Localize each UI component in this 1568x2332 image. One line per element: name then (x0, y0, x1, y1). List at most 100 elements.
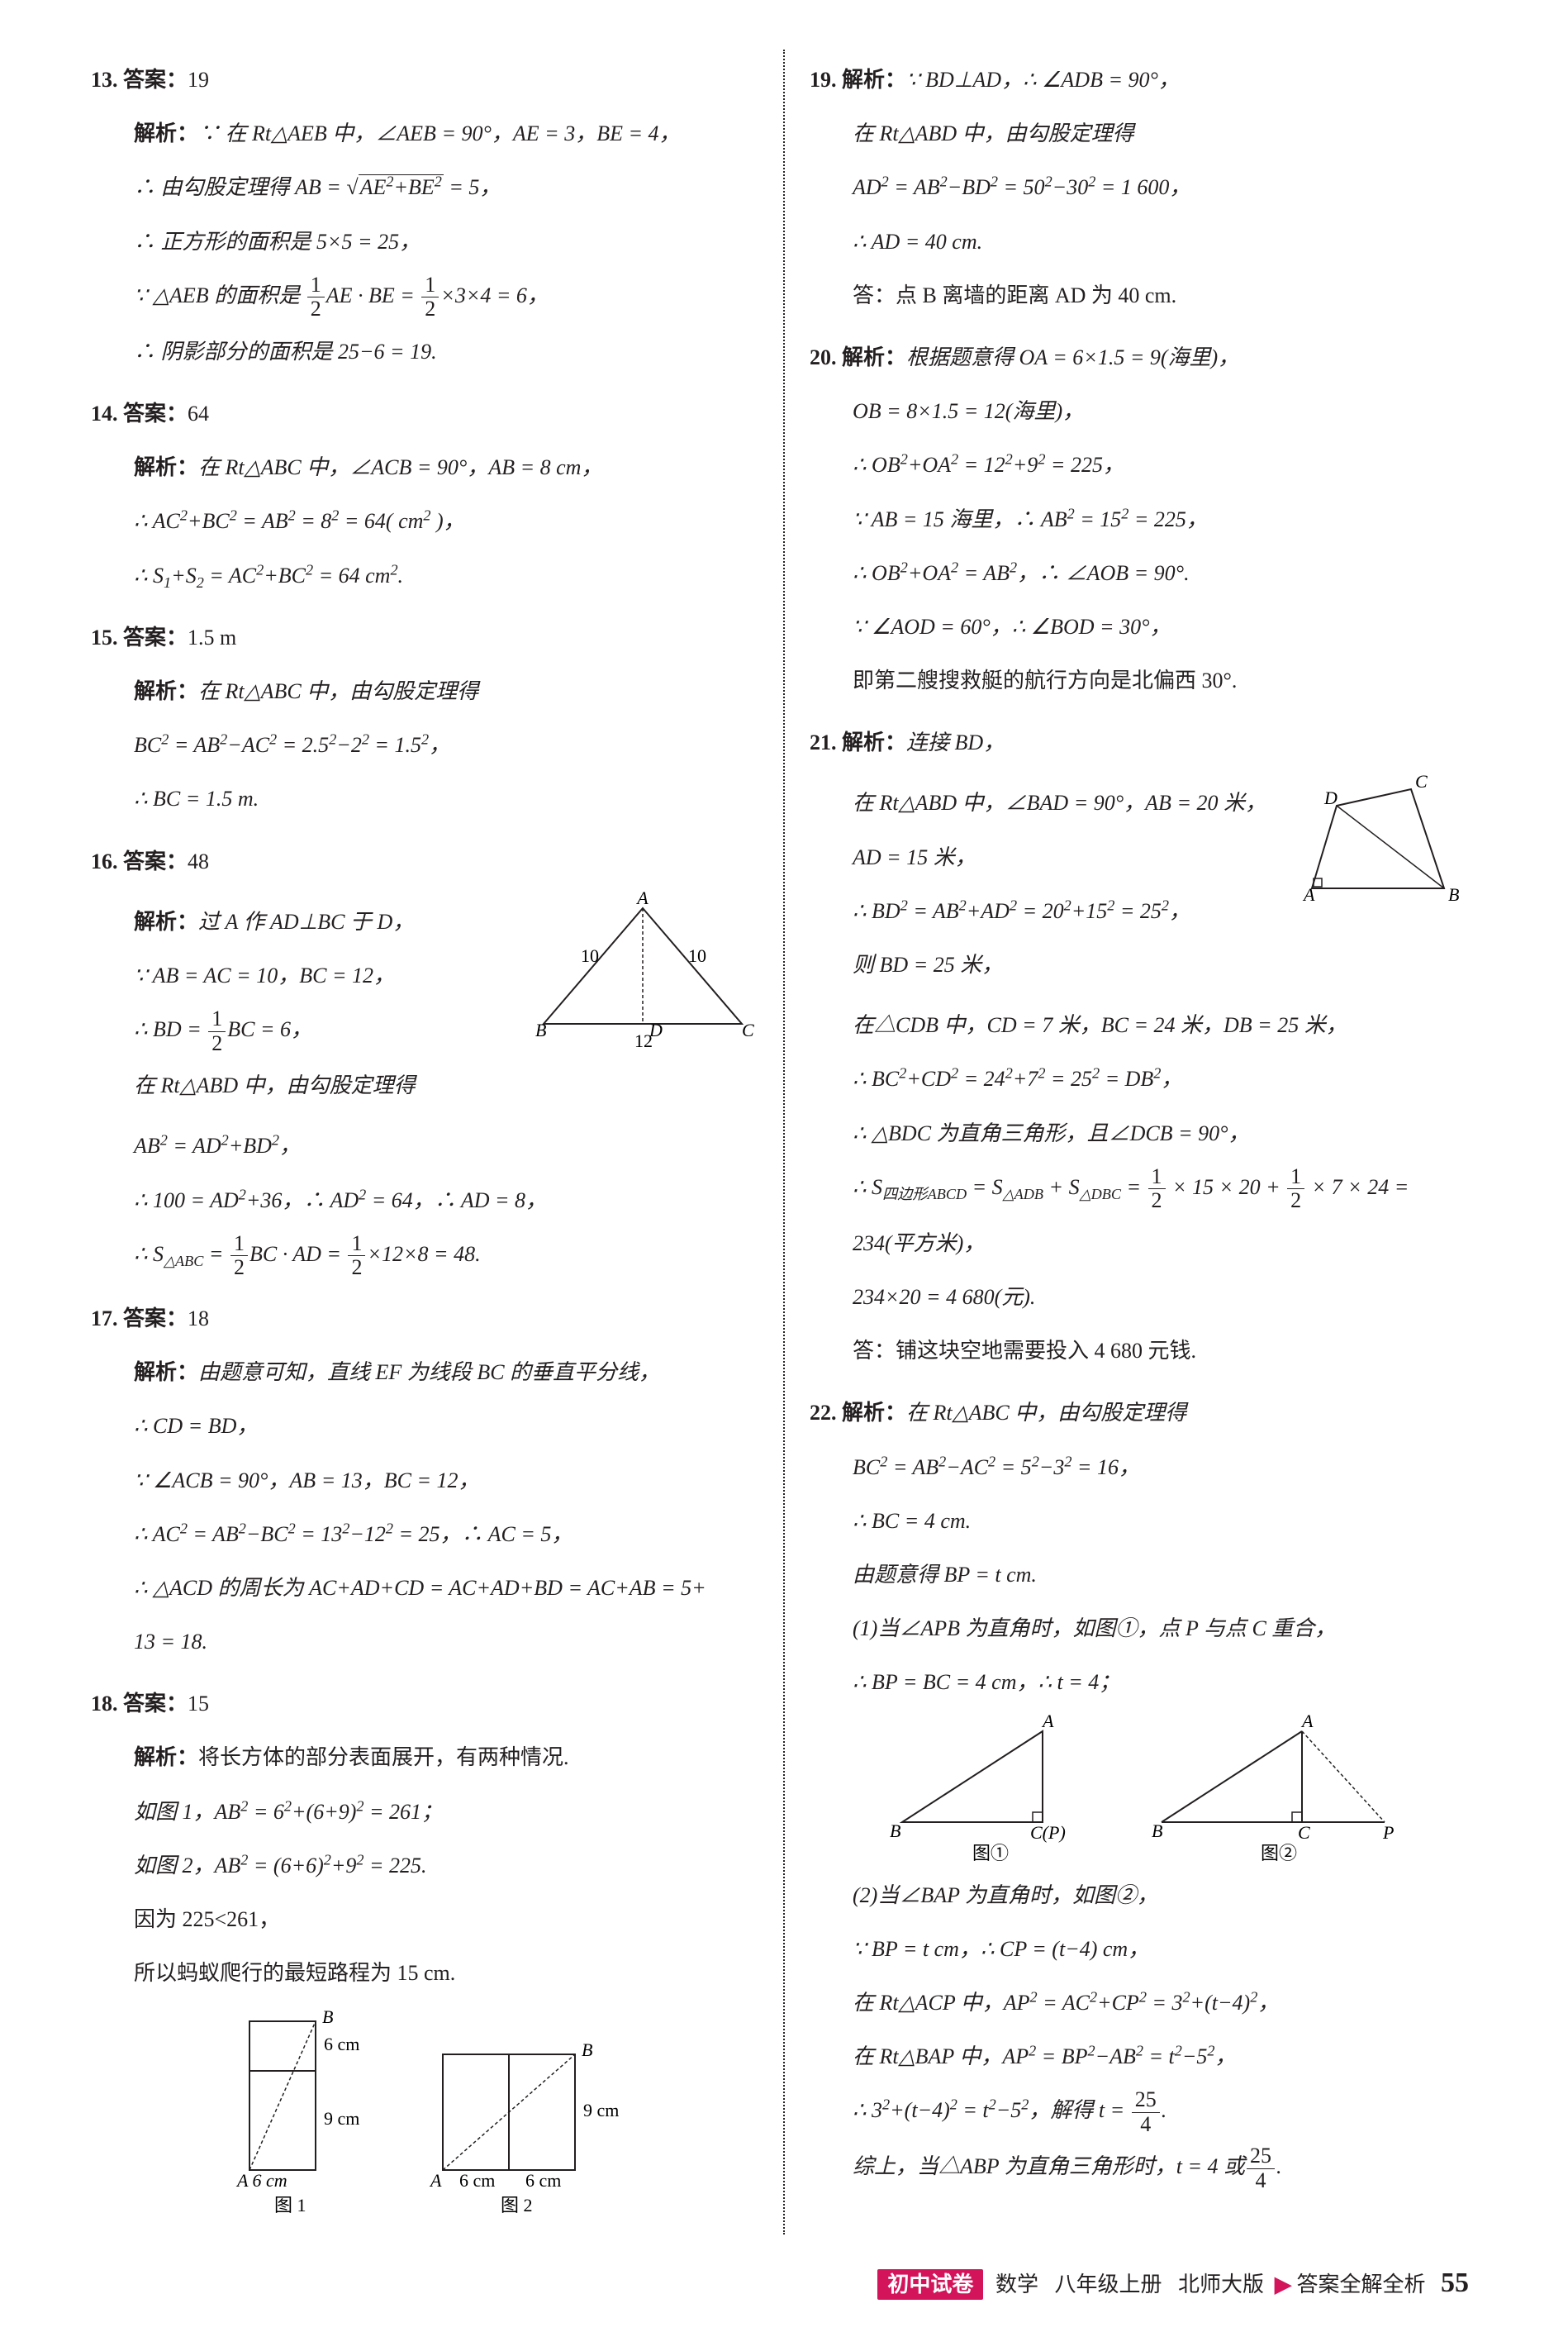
q17-l2: ∴ CD = BD， (134, 1414, 258, 1438)
q13-ans-label: 答案： (123, 68, 188, 92)
q15-l1: 在 Rt△ABC 中，由勾股定理得 (198, 679, 478, 703)
svg-text:6 cm: 6 cm (324, 2034, 359, 2054)
q15-l2: BC2 = AB2−AC2 = 2.52−22 = 1.52， (134, 733, 450, 757)
svg-text:A: A (1300, 1715, 1314, 1731)
q13-exp-label: 解析： (134, 121, 198, 145)
svg-text:图②: 图② (1261, 1843, 1297, 1863)
q13-num: 13. (91, 68, 118, 92)
q22-l12: 综上，当△ABP 为直角三角形时，t = 4 或254. (853, 2154, 1282, 2178)
q15-num: 15. (91, 626, 118, 650)
q22-l11: ∴ 32+(t−4)2 = t2−52，解得 t = 254. (853, 2098, 1166, 2122)
q18-fig1: B 6 cm 9 cm A 6 cm 图 1 (216, 2005, 382, 2220)
question-22: 22. 解析：在 Rt△ABC 中，由勾股定理得 BC2 = AB2−AC2 =… (810, 1389, 1477, 2192)
svg-text:C: C (1298, 1822, 1310, 1843)
q18-l5: 所以蚂蚁爬行的最短路程为 15 cm. (134, 1961, 455, 1985)
q18-num: 18. (91, 1692, 118, 1716)
q13-l2: ∴ 由勾股定理得 AB = AE2+BE2 = 5， (134, 175, 501, 199)
q16-l5: AB2 = AD2+BD2， (134, 1134, 301, 1158)
q14-ans: 64 (188, 402, 209, 426)
q16-num: 16. (91, 850, 118, 873)
q21-l1: 连接 BD， (906, 731, 1005, 754)
svg-text:9 cm: 9 cm (583, 2100, 619, 2120)
q19-num: 19. (810, 68, 837, 92)
q18-l1: 将长方体的部分表面展开，有两种情况. (198, 1745, 569, 1769)
svg-text:P: P (1382, 1822, 1394, 1843)
q22-l4: 由题意得 BP = t cm. (853, 1563, 1037, 1587)
svg-text:C(P): C(P) (1030, 1822, 1066, 1843)
q19-l4: ∴ AD = 40 cm. (853, 230, 982, 254)
q21-l9: ∴ S四边形ABCD = S△ADB + S△DBC = 12 × 15 × 2… (853, 1175, 1409, 1199)
q17-l1: 由题意可知，直线 EF 为线段 BC 的垂直平分线， (198, 1360, 660, 1384)
q18-exp-label: 解析： (134, 1745, 198, 1769)
svg-text:9 cm: 9 cm (324, 2108, 359, 2129)
svg-text:A: A (1041, 1715, 1054, 1731)
q16-l3: ∴ BD = 12BC = 6， (134, 1017, 312, 1041)
q21-figure: A B C D (1295, 773, 1477, 926)
q21-l4: ∴ BD2 = AB2+AD2 = 202+152 = 252， (853, 899, 1190, 923)
q15-ans: 1.5 m (188, 626, 236, 650)
q14-l2: ∴ AC2+BC2 = AB2 = 82 = 64( cm2 )， (134, 509, 465, 533)
q21-l6: 在△CDB 中，CD = 7 米，BC = 24 米，DB = 25 米， (853, 1013, 1347, 1037)
question-16: 16. 答案：48 A B C D 10 10 12 (91, 838, 758, 1280)
q20-exp-label: 解析： (842, 345, 906, 369)
q21-num: 21. (810, 731, 837, 754)
q16-figure: A B C D 10 10 12 (527, 892, 758, 1053)
q14-exp-label: 解析： (134, 455, 198, 479)
q18-fig2: B 9 cm A 6 cm 6 cm 图 2 (418, 2005, 633, 2220)
q22-fig1: A B C(P) 图① (877, 1715, 1109, 1863)
q20-l6: ∵ ∠AOD = 60°，∴ ∠BOD = 30°， (853, 615, 1171, 639)
q17-l3: ∵ ∠ACB = 90°，AB = 13，BC = 12， (134, 1468, 480, 1492)
q16-fig-10a: 10 (581, 945, 599, 966)
q22-l8: ∵ BP = t cm，∴ CP = (t−4) cm， (853, 1937, 1149, 1961)
q22-l1: 在 Rt△ABC 中，由勾股定理得 (906, 1401, 1186, 1425)
q18-ans: 15 (188, 1692, 209, 1716)
q16-fig-10b: 10 (688, 945, 706, 966)
q20-l5: ∴ OB2+OA2 = AB2，∴ ∠AOB = 90°. (853, 561, 1190, 585)
q14-l3: ∴ S1+S2 = AC2+BC2 = 64 cm2. (134, 564, 403, 588)
right-column: 19. 解析： ∵ BD⊥AD，∴ ∠ADB = 90°， 在 Rt△ABD 中，… (785, 50, 1502, 2234)
footer-grade: 八年级上册 (1054, 2273, 1162, 2296)
q17-l6: 13 = 18. (134, 1630, 207, 1654)
svg-text:B: B (1448, 884, 1459, 905)
q14-ans-label: 答案： (123, 402, 188, 426)
q17-ans: 18 (188, 1306, 209, 1330)
q16-l4: 在 Rt△ABD 中，由勾股定理得 (134, 1073, 416, 1097)
svg-text:图①: 图① (972, 1843, 1009, 1863)
q18-ans-label: 答案： (123, 1692, 188, 1716)
q13-l1: ∵ 在 Rt△AEB 中，∠AEB = 90°，AE = 3，BE = 4， (198, 121, 681, 145)
footer-subject: 数学 (995, 2273, 1038, 2296)
q22-l10: 在 Rt△BAP 中，AP2 = BP2−AB2 = t2−52， (853, 2044, 1237, 2068)
q16-exp-label: 解析： (134, 910, 198, 934)
q18-l3: 如图 2，AB2 = (6+6)2+92 = 225. (134, 1854, 427, 1877)
q18-l4: 因为 225<261， (134, 1907, 280, 1931)
q17-ans-label: 答案： (123, 1306, 188, 1330)
svg-text:A: A (429, 2170, 442, 2191)
svg-text:A: A (1302, 884, 1315, 905)
q14-num: 14. (91, 402, 118, 426)
svg-text:B: B (890, 1820, 900, 1841)
question-19: 19. 解析：∵ BD⊥AD，∴ ∠ADB = 90°， 在 Rt△ABD 中，… (810, 56, 1477, 319)
q20-l1: 根据题意得 OA = 6×1.5 = 9(海里)， (906, 345, 1239, 369)
q20-l4: ∵ AB = 15 海里，∴ AB2 = 152 = 225， (853, 507, 1208, 531)
q22-l3: ∴ BC = 4 cm. (853, 1509, 971, 1533)
q19-l2: 在 Rt△ABD 中，由勾股定理得 (853, 121, 1134, 145)
page-columns: 13. 答案：19 解析：∵ 在 Rt△AEB 中，∠AEB = 90°，AE … (66, 50, 1502, 2234)
q22-figures: A B C(P) 图① A B C P 图② (810, 1715, 1477, 1863)
footer-edition: 北师大版 (1178, 2273, 1264, 2296)
q21-l7: ∴ BC2+CD2 = 242+72 = 252 = DB2， (853, 1067, 1182, 1091)
q21-exp-label: 解析： (842, 731, 906, 754)
q13-ans: 19 (188, 68, 209, 92)
q15-l3: ∴ BC = 1.5 m. (134, 787, 259, 811)
q19-l1: ∵ BD⊥AD，∴ ∠ADB = 90°， (906, 68, 1180, 92)
q17-l5: ∴ △ACD 的周长为 AC+AD+CD = AC+AD+BD = AC+AB … (134, 1576, 706, 1600)
svg-text:6 cm: 6 cm (525, 2170, 561, 2191)
q16-fig-12: 12 (634, 1030, 653, 1049)
q14-l1: 在 Rt△ABC 中，∠ACB = 90°，AB = 8 cm， (198, 455, 602, 479)
question-13: 13. 答案：19 解析：∵ 在 Rt△AEB 中，∠AEB = 90°，AE … (91, 56, 758, 375)
question-15: 15. 答案：1.5 m 解析：在 Rt△ABC 中，由勾股定理得 BC2 = … (91, 614, 758, 823)
q13-l5: ∴ 阴影部分的面积是 25−6 = 19. (134, 340, 437, 364)
q22-exp-label: 解析： (842, 1401, 906, 1425)
q15-ans-label: 答案： (123, 626, 188, 650)
q20-l3: ∴ OB2+OA2 = 122+92 = 225， (853, 453, 1124, 477)
q15-exp-label: 解析： (134, 679, 198, 703)
